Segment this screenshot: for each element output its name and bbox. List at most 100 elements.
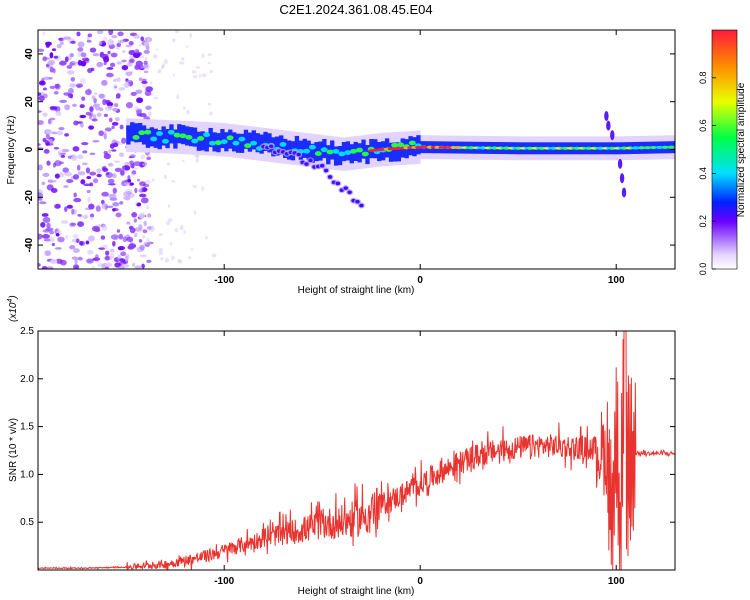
noise-speck	[198, 73, 202, 78]
noise-blob	[109, 255, 113, 261]
noise-speck	[201, 73, 207, 78]
noise-blob	[74, 258, 78, 265]
noise-blob	[126, 236, 134, 243]
x-tick-label: -100	[214, 275, 234, 286]
noise-blob	[119, 39, 126, 44]
noise-speck	[193, 210, 197, 215]
noise-blob	[138, 77, 143, 82]
noise-blob	[91, 95, 96, 100]
noise-blob	[112, 201, 120, 207]
noise-blob	[42, 93, 48, 99]
noise-speck	[178, 259, 183, 264]
band-blob	[191, 138, 199, 144]
noise-blob	[112, 240, 116, 247]
noise-speck	[181, 160, 185, 163]
band-blob	[326, 149, 334, 155]
noise-blob	[72, 248, 80, 253]
noise-blob	[134, 265, 143, 269]
noise-blob	[126, 62, 133, 67]
band-blob	[502, 146, 510, 150]
noise-speck	[190, 248, 194, 251]
band-blob	[214, 140, 222, 146]
noise-blob	[89, 152, 96, 156]
noise-blob	[84, 57, 90, 64]
noise-blob	[77, 47, 84, 52]
noise-blob	[95, 254, 99, 260]
noise-blob	[55, 110, 62, 117]
noise-blob	[82, 150, 88, 154]
snr-scale-close: )	[8, 295, 19, 299]
noise-blob	[38, 263, 41, 267]
noise-speck	[194, 154, 200, 158]
noise-speck	[160, 257, 164, 261]
band-blob	[620, 146, 628, 150]
noise-blob	[96, 62, 103, 68]
spectrogram-y-label: Frequency (Hz)	[6, 116, 17, 185]
noise-blob	[127, 178, 132, 183]
noise-blob	[40, 221, 46, 228]
colorbar-tick-label: 0.4	[698, 167, 708, 180]
noise-blob	[67, 54, 72, 61]
band-blob	[632, 146, 640, 150]
noise-blob	[123, 196, 131, 201]
noise-blob	[115, 77, 121, 82]
band-core	[247, 132, 253, 152]
noise-blob	[86, 176, 92, 179]
noise-blob	[119, 201, 124, 205]
branch-blob	[343, 186, 348, 190]
noise-blob	[125, 101, 133, 109]
noise-blob	[124, 161, 132, 166]
noise-blob	[129, 154, 136, 158]
noise-blob	[113, 142, 119, 148]
band-blob	[585, 146, 593, 150]
noise-blob	[85, 167, 91, 174]
noise-speck	[143, 41, 148, 45]
band-blob	[361, 151, 369, 157]
noise-blob	[122, 50, 126, 53]
noise-blob	[64, 133, 70, 137]
noise-blob	[46, 222, 51, 229]
noise-blob	[110, 234, 119, 240]
noise-blob	[51, 131, 58, 135]
band-blob	[644, 146, 652, 150]
noise-blob	[75, 83, 84, 88]
noise-speck	[187, 256, 192, 260]
noise-blob	[111, 149, 117, 152]
noise-blob	[134, 167, 139, 170]
noise-blob	[42, 112, 48, 117]
noise-speck	[146, 237, 150, 243]
band-hot	[590, 147, 596, 150]
noise-blob	[49, 66, 54, 73]
noise-blob	[73, 197, 82, 203]
noise-blob	[105, 250, 110, 256]
noise-blob	[120, 170, 125, 176]
noise-speck	[146, 37, 151, 43]
noise-blob	[118, 233, 124, 240]
band-core	[134, 123, 139, 143]
noise-blob	[41, 31, 46, 36]
band-blob	[608, 146, 616, 150]
noise-blob	[46, 160, 51, 166]
band-core	[192, 127, 198, 147]
noise-blob	[86, 39, 92, 43]
noise-blob	[101, 202, 107, 209]
noise-blob	[90, 217, 94, 220]
noise-blob	[46, 266, 54, 269]
band-hot	[554, 147, 560, 150]
band-blob	[226, 135, 234, 141]
noise-blob	[133, 232, 138, 238]
noise-blob	[49, 230, 55, 235]
flare-blob	[619, 173, 625, 184]
x-tick-label: -100	[214, 576, 234, 587]
noise-blob	[49, 259, 58, 264]
noise-blob	[121, 64, 129, 71]
colorbar-tick-label: 0.0	[698, 263, 708, 276]
noise-speck	[185, 45, 189, 48]
flare-blob	[621, 187, 627, 198]
noise-blob	[144, 90, 152, 96]
noise-blob	[147, 111, 152, 117]
noise-blob	[59, 161, 65, 165]
band-core	[204, 132, 209, 152]
noise-speck	[150, 225, 154, 229]
noise-blob	[38, 120, 44, 126]
